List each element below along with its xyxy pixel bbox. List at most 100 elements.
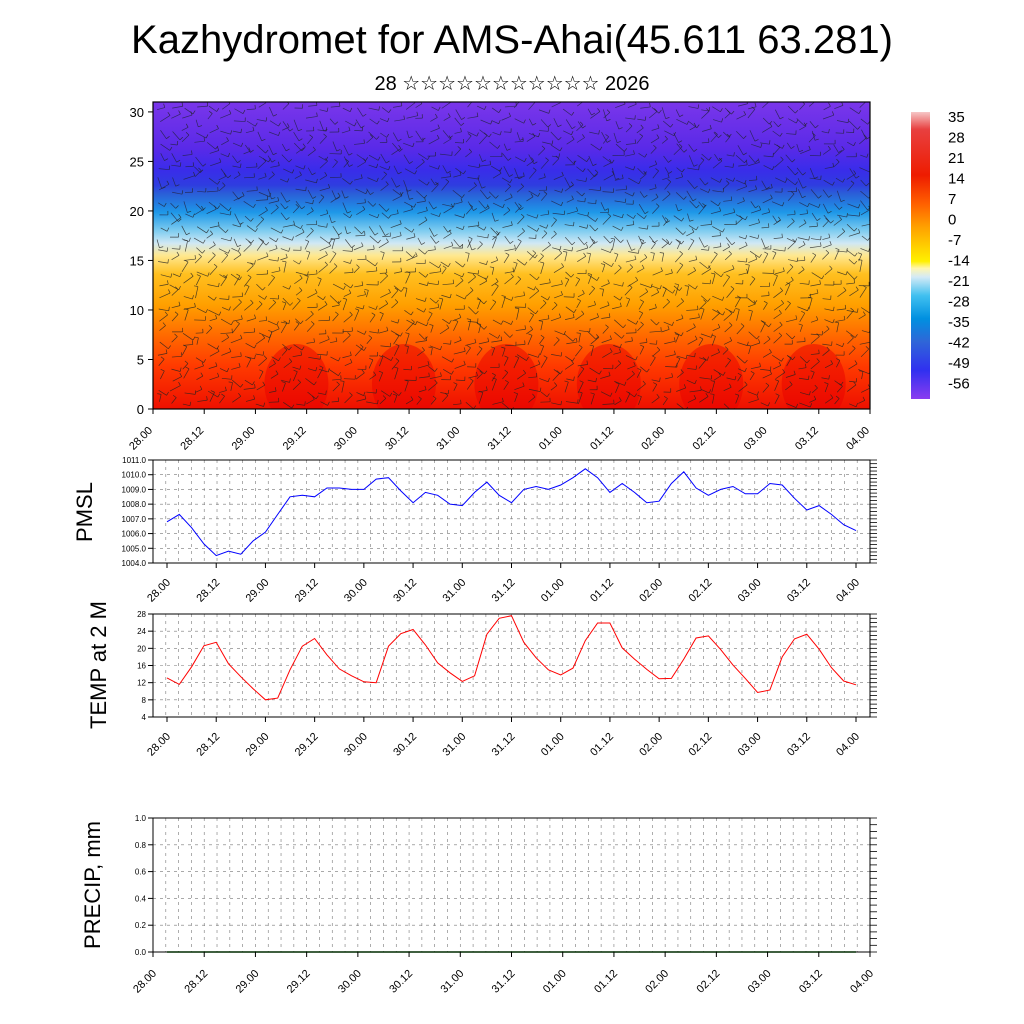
wind-barb-flag: [764, 251, 769, 255]
wind-barb-flag: [761, 320, 766, 323]
wind-barb: [355, 119, 362, 129]
wind-barb-flag: [216, 124, 219, 129]
wind-barb: [429, 297, 437, 304]
wind-barb: [551, 219, 557, 227]
wind-barb-flag: [449, 135, 453, 139]
wind-barb-flag: [710, 380, 715, 382]
wind-barb: [443, 342, 451, 345]
wind-barb-flag: [250, 299, 254, 304]
wind-barb-flag: [758, 206, 762, 211]
wind-barb: [517, 216, 525, 225]
wind-barb: [515, 156, 525, 163]
wind-barb: [317, 304, 328, 311]
wind-barb-flag: [467, 133, 472, 137]
wind-barb: [723, 313, 733, 321]
wind-barb-flag: [319, 365, 324, 368]
wind-barb: [416, 398, 422, 405]
wind-barb-flag: [470, 98, 473, 100]
wind-barb-flag: [433, 206, 437, 210]
wind-barb: [406, 189, 410, 200]
wind-barb: [772, 130, 781, 137]
wind-barb: [625, 117, 635, 120]
wind-barb: [738, 164, 748, 167]
wind-barb-flag: [730, 286, 735, 290]
wind-barb-flag: [794, 171, 799, 176]
wind-barb-flag: [240, 163, 242, 168]
wind-barb-flag: [674, 350, 676, 355]
wind-barb-flag: [226, 367, 230, 372]
wind-barb-flag: [354, 122, 357, 127]
wind-barb-flag: [547, 124, 552, 128]
wind-barb: [504, 105, 517, 108]
wind-barb-flag: [609, 158, 612, 163]
wind-barb-flag: [361, 369, 365, 374]
wind-barb: [529, 273, 537, 281]
wind-barb: [158, 261, 168, 264]
wind-barb: [847, 214, 860, 217]
wind-barb-flag: [484, 277, 488, 282]
wind-barb: [860, 179, 867, 187]
wind-barb-flag: [212, 241, 216, 246]
wind-barb-flag: [285, 253, 288, 258]
y-tick-label: 0.8: [135, 841, 147, 850]
wind-barb: [454, 339, 462, 344]
wind-barb-flag: [374, 232, 379, 236]
wind-barb-flag: [323, 133, 327, 137]
wind-barb: [710, 351, 720, 357]
wind-barb-flag: [695, 226, 699, 231]
wind-barb-flag: [297, 297, 301, 301]
wind-barb: [305, 313, 314, 322]
wind-barb: [342, 334, 351, 343]
wind-barb-flag: [500, 320, 504, 325]
wind-barb: [343, 314, 353, 323]
wind-barb-flag: [218, 282, 220, 287]
wind-barb-flag: [750, 370, 755, 374]
wind-barb-flag: [853, 170, 857, 174]
wind-barb-flag: [178, 301, 181, 306]
wind-barb-flag: [386, 326, 389, 331]
wind-barb-flag: [188, 237, 191, 242]
wind-barb-flag: [514, 355, 519, 359]
wind-barb-flag: [166, 391, 169, 396]
wind-barb: [514, 385, 525, 391]
wind-barb: [208, 105, 217, 112]
wind-barb: [491, 285, 499, 296]
wind-barb-flag: [778, 216, 781, 221]
wind-barb: [368, 131, 377, 140]
y-tick-label: 1008.0: [122, 500, 147, 509]
wind-barb-flag: [251, 239, 255, 244]
wind-barb: [762, 102, 770, 108]
wind-barb: [221, 140, 229, 146]
wind-barb-flag: [400, 332, 403, 337]
wind-barb-flag: [698, 313, 700, 318]
wind-barb-flag: [560, 201, 564, 206]
wind-barb-flag: [818, 195, 822, 199]
wind-barb: [808, 298, 813, 310]
wind-barb: [170, 143, 178, 146]
wind-barb-flag: [619, 343, 622, 348]
wind-barb: [517, 372, 526, 380]
wind-barb: [159, 314, 168, 322]
wind-barb: [527, 353, 539, 358]
wind-barb-flag: [313, 381, 317, 386]
wind-barb-flag: [205, 134, 209, 139]
wind-barb: [195, 357, 204, 363]
wind-barb-flag: [280, 229, 284, 234]
wind-barb: [554, 189, 562, 193]
wind-barb: [219, 390, 227, 393]
wind-barb: [516, 132, 521, 141]
wind-barb-flag: [624, 198, 627, 203]
wind-barb: [603, 162, 612, 167]
wind-barb: [491, 379, 497, 391]
wind-barb-flag: [694, 379, 697, 384]
wind-barb-flag: [384, 233, 389, 236]
wind-barb-flag: [625, 297, 630, 300]
precip-ylabel: PRECIP, mm: [80, 821, 105, 949]
wind-barb-flag: [273, 359, 276, 364]
wind-barb-flag: [858, 110, 862, 114]
wind-barb-flag: [607, 301, 610, 306]
wind-barb: [430, 127, 440, 133]
wind-barb: [747, 297, 755, 304]
wind-barb-flag: [230, 130, 233, 135]
wind-barb-flag: [772, 250, 777, 254]
